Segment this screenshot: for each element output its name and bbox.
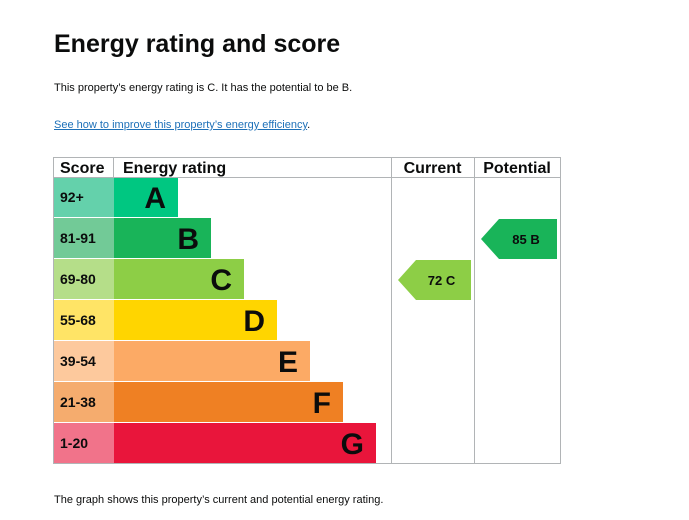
rating-letter-b: B [177, 223, 199, 256]
rating-letter-c: C [210, 264, 232, 297]
rating-letter-g: G [341, 428, 364, 461]
page-title: Energy rating and score [54, 30, 341, 58]
score-cell-c [53, 259, 114, 299]
chart-caption: The graph shows this property’s current … [54, 494, 384, 506]
energy-rating-column-header: Energy rating [123, 160, 226, 177]
potential-arrow [481, 219, 557, 259]
improve-efficiency-link[interactable]: See how to improve this property’s energ… [54, 119, 308, 131]
score-cell-b [53, 218, 114, 258]
current-column-header: Current [404, 160, 462, 177]
score-cell-a [53, 177, 114, 217]
rating-summary: This property’s energy rating is C. It h… [54, 82, 353, 94]
chart-border [53, 157, 561, 464]
score-range-f: 21-38 [60, 394, 96, 410]
score-range-d: 55-68 [60, 312, 96, 328]
rating-letter-d: D [243, 305, 265, 338]
rating-bar-a [114, 177, 178, 217]
score-range-b: 81-91 [60, 230, 96, 246]
improve-link-line: See how to improve this property’s energ… [54, 118, 310, 132]
link-suffix: . [307, 119, 311, 131]
rating-letter-f: F [313, 387, 331, 420]
rating-letter-a: A [144, 182, 166, 215]
score-column-header: Score [60, 160, 105, 177]
score-cell-e [53, 341, 114, 381]
bands-layer: 92+ A 81-91 B 69-80 C 55-68 D 39-54 E 21-38 F 1-20 G [53, 177, 376, 463]
arrows-layer: 72 C 85 B [398, 219, 557, 300]
current-score-label: 72 C [428, 273, 456, 288]
rating-bar-c [114, 259, 244, 299]
rating-bar-e [114, 341, 310, 381]
rating-bar-b [114, 218, 211, 258]
rating-bar-g [114, 423, 376, 463]
potential-column-header: Potential [483, 160, 551, 177]
rating-bar-f [114, 382, 343, 422]
score-cell-f [53, 382, 114, 422]
current-arrow [398, 260, 471, 300]
score-range-a: 92+ [60, 189, 84, 205]
score-range-c: 69-80 [60, 271, 96, 287]
potential-score-label: 85 B [512, 232, 539, 247]
score-range-g: 1-20 [60, 435, 88, 451]
score-range-e: 39-54 [60, 353, 96, 369]
rating-letter-e: E [278, 346, 298, 379]
rating-bar-d [114, 300, 277, 340]
score-cell-g [53, 423, 114, 463]
score-cell-d [53, 300, 114, 340]
grid-layer [53, 157, 561, 464]
